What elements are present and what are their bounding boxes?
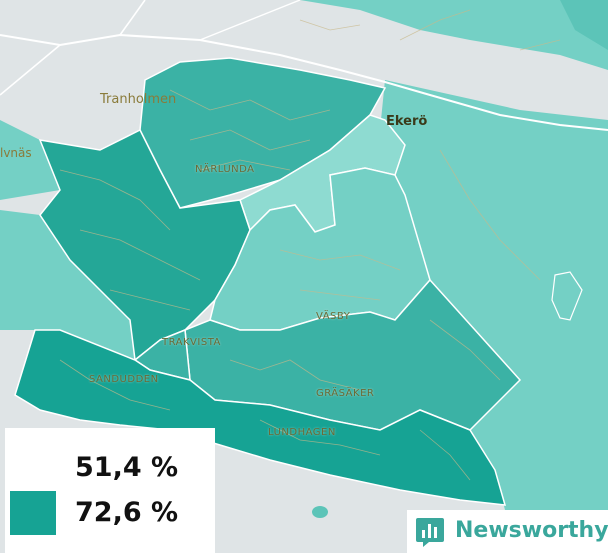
road-main — [0, 33, 608, 131]
land-east — [380, 80, 608, 510]
land-far-right — [560, 0, 608, 50]
legend-row-high: 72,6 % — [5, 488, 215, 538]
map-legend: 51,4 % 72,6 % — [5, 428, 215, 553]
road-branch-3 — [199, 0, 301, 41]
road-branch-1 — [119, 0, 146, 36]
legend-label-high: 72,6 % — [75, 497, 179, 528]
street-network — [59, 9, 561, 481]
road-branch-2 — [0, 44, 61, 96]
bar-chart-icon — [416, 518, 444, 547]
land-west-left — [0, 120, 60, 200]
legend-swatch-high — [10, 491, 56, 535]
newsworthy-logo: Newsworthy — [407, 510, 608, 553]
islet-south — [312, 506, 328, 518]
legend-label-low: 51,4 % — [75, 452, 179, 483]
district-south — [14, 329, 507, 506]
land-north — [300, 0, 608, 70]
brand-name: Newsworthy — [455, 518, 608, 543]
legend-row-low: 51,4 % — [5, 443, 215, 493]
islet — [551, 271, 583, 321]
legend-swatch-low — [10, 446, 56, 490]
land-west-bottom — [0, 210, 135, 360]
